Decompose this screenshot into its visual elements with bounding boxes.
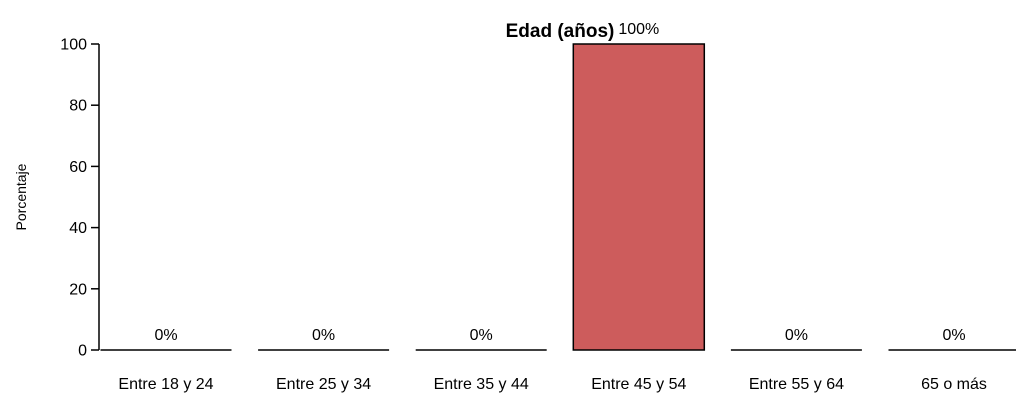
bars-group: [100, 43, 1016, 351]
y-axis: 0 20 40 60 80 100: [60, 37, 100, 360]
x-category-label: Entre 25 y 34: [276, 376, 371, 393]
data-labels-group: 0% 0% 0% 100% 0% 0%: [154, 21, 965, 344]
y-tick-label: 40: [69, 220, 87, 237]
y-tick-label: 0: [78, 343, 87, 360]
y-tick-label: 20: [69, 281, 87, 298]
y-axis-label: Porcentaje: [13, 163, 29, 230]
x-category-label: Entre 35 y 44: [434, 376, 529, 393]
x-category-label: Entre 45 y 54: [591, 376, 686, 393]
x-category-label: Entre 18 y 24: [118, 376, 213, 393]
bar: [572, 43, 706, 351]
x-labels-group: Entre 18 y 24 Entre 25 y 34 Entre 35 y 44 E…: [118, 376, 986, 393]
bar-data-label: 0%: [785, 327, 808, 344]
bar-data-label: 100%: [618, 21, 659, 38]
y-tick-label: 60: [69, 159, 87, 176]
bar-data-label: 0%: [942, 327, 965, 344]
x-category-label: 65 o más: [921, 376, 987, 393]
bar-data-label: 0%: [154, 327, 177, 344]
chart-title: Edad (años): [506, 21, 615, 42]
y-tick-label: 100: [60, 37, 87, 54]
y-tick-label: 80: [69, 98, 87, 115]
bar-data-label: 0%: [312, 327, 335, 344]
x-category-label: Entre 55 y 64: [749, 376, 844, 393]
bar-data-label: 0%: [470, 327, 493, 344]
